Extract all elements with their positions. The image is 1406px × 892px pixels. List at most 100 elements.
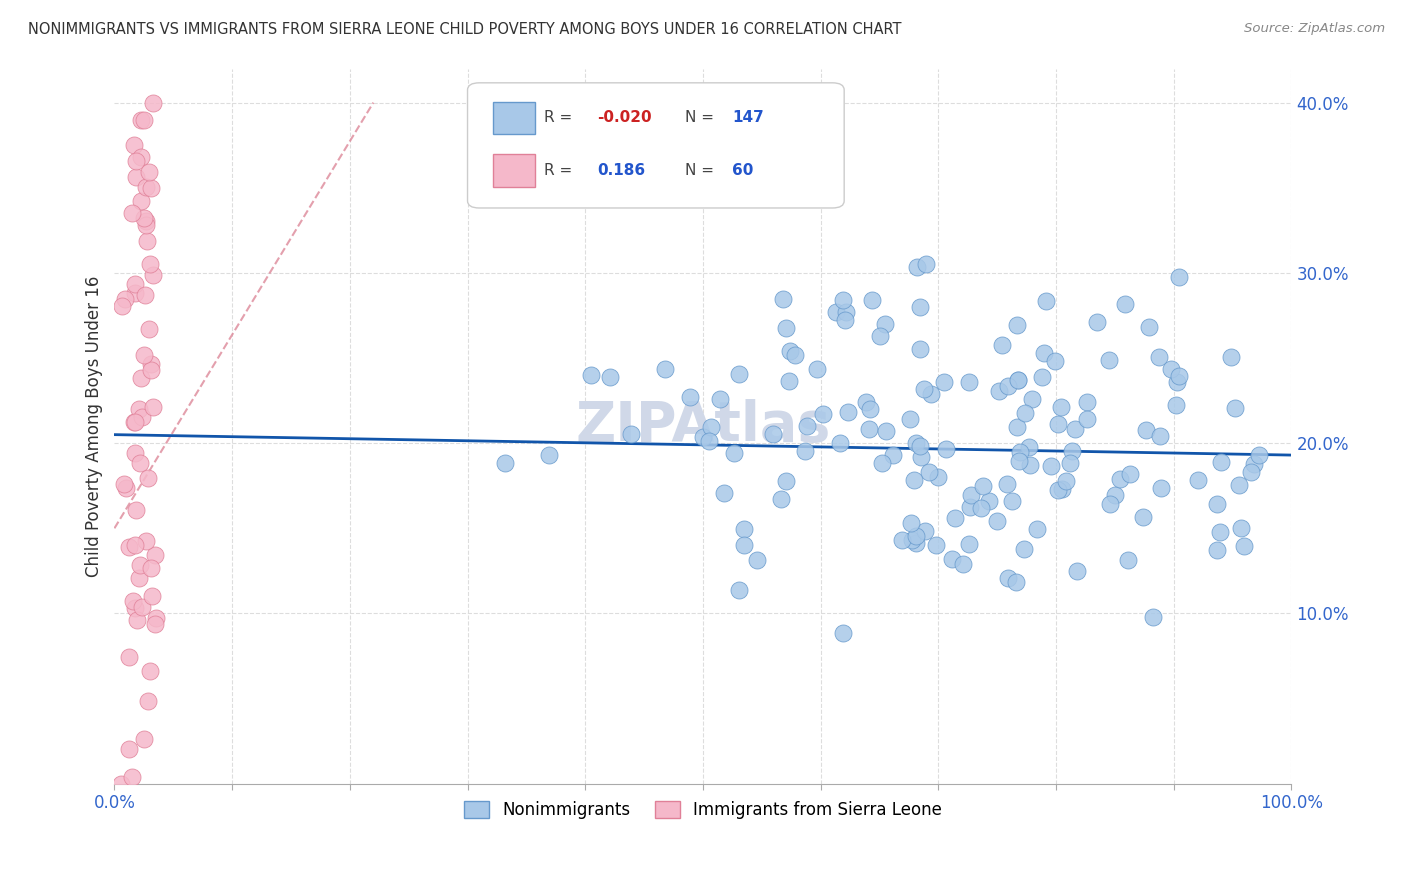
Point xyxy=(700,420,723,434)
Point xyxy=(124,538,146,552)
Point xyxy=(747,553,769,567)
Point xyxy=(145,548,167,562)
Point xyxy=(1135,423,1157,437)
Point xyxy=(125,154,148,169)
Text: NONIMMIGRANTS VS IMMIGRANTS FROM SIERRA LEONE CHILD POVERTY AMONG BOYS UNDER 16 : NONIMMIGRANTS VS IMMIGRANTS FROM SIERRA … xyxy=(28,22,901,37)
Point xyxy=(733,522,755,536)
Point xyxy=(970,501,993,516)
Point xyxy=(1005,574,1028,589)
Point xyxy=(806,362,828,376)
Point xyxy=(1147,350,1170,364)
Point xyxy=(136,234,159,248)
Point xyxy=(134,288,156,302)
Point xyxy=(1064,422,1087,436)
Point xyxy=(1021,392,1043,406)
Point xyxy=(723,446,745,460)
Point xyxy=(128,571,150,585)
Point xyxy=(494,456,516,470)
Point xyxy=(125,613,148,627)
Point xyxy=(125,503,148,517)
Bar xyxy=(494,103,534,135)
Y-axis label: Child Poverty Among Boys Under 16: Child Poverty Among Boys Under 16 xyxy=(86,276,103,577)
Point xyxy=(139,181,162,195)
Point xyxy=(1035,293,1057,308)
Point xyxy=(898,411,921,425)
Point xyxy=(912,382,935,396)
Point xyxy=(1007,373,1029,387)
Point xyxy=(959,500,981,514)
Point xyxy=(1233,539,1256,553)
Text: 60: 60 xyxy=(733,162,754,178)
Point xyxy=(1033,346,1056,360)
Point xyxy=(135,219,157,233)
Point xyxy=(1116,553,1139,567)
Point xyxy=(1043,354,1066,368)
Point xyxy=(908,439,931,453)
Point xyxy=(118,540,141,554)
Point xyxy=(1160,362,1182,376)
Point xyxy=(1076,394,1098,409)
Point xyxy=(599,370,621,384)
Point xyxy=(900,533,922,547)
Point xyxy=(900,516,922,530)
Point xyxy=(920,387,942,401)
Text: 147: 147 xyxy=(733,110,763,125)
Point xyxy=(860,293,883,307)
Point xyxy=(910,300,932,314)
Point xyxy=(142,400,165,414)
Text: 0.186: 0.186 xyxy=(598,162,645,178)
Text: Source: ZipAtlas.com: Source: ZipAtlas.com xyxy=(1244,22,1385,36)
Point xyxy=(131,113,153,128)
Point xyxy=(699,434,721,448)
Point xyxy=(1098,352,1121,367)
Point xyxy=(775,474,797,488)
Point xyxy=(957,375,980,389)
Point xyxy=(935,442,957,456)
Point xyxy=(1209,455,1232,469)
Point xyxy=(141,590,163,604)
Point xyxy=(139,362,162,376)
Point xyxy=(124,277,146,292)
Point xyxy=(1062,444,1084,458)
Point xyxy=(997,571,1019,585)
Point xyxy=(932,375,955,389)
Point xyxy=(132,732,155,747)
Point xyxy=(925,538,948,552)
Point xyxy=(1098,497,1121,511)
Point xyxy=(770,491,793,506)
Point xyxy=(943,511,966,525)
Point xyxy=(834,313,856,327)
Point xyxy=(129,371,152,385)
Point xyxy=(1187,473,1209,487)
Point xyxy=(121,206,143,220)
Point xyxy=(870,456,893,470)
Point xyxy=(131,409,153,424)
Point xyxy=(135,534,157,549)
Point xyxy=(903,473,925,487)
Point xyxy=(977,494,1000,508)
Point xyxy=(869,329,891,343)
Point xyxy=(918,465,941,479)
Point xyxy=(129,558,152,572)
Point xyxy=(891,533,914,548)
Point xyxy=(835,304,858,318)
Point xyxy=(904,536,927,550)
Point xyxy=(1206,497,1229,511)
Point xyxy=(654,362,676,376)
Point xyxy=(1109,472,1132,486)
Point xyxy=(772,292,794,306)
Point xyxy=(145,617,167,632)
Point xyxy=(796,418,818,433)
Point xyxy=(131,600,153,615)
Point xyxy=(110,777,132,791)
Point xyxy=(813,407,835,421)
Point xyxy=(972,479,994,493)
Text: -0.020: -0.020 xyxy=(598,110,651,125)
Point xyxy=(124,285,146,300)
Point xyxy=(1142,610,1164,624)
Point xyxy=(1014,542,1036,557)
Point xyxy=(952,557,974,571)
Point xyxy=(991,337,1014,351)
Point xyxy=(139,665,162,679)
Point xyxy=(129,194,152,208)
